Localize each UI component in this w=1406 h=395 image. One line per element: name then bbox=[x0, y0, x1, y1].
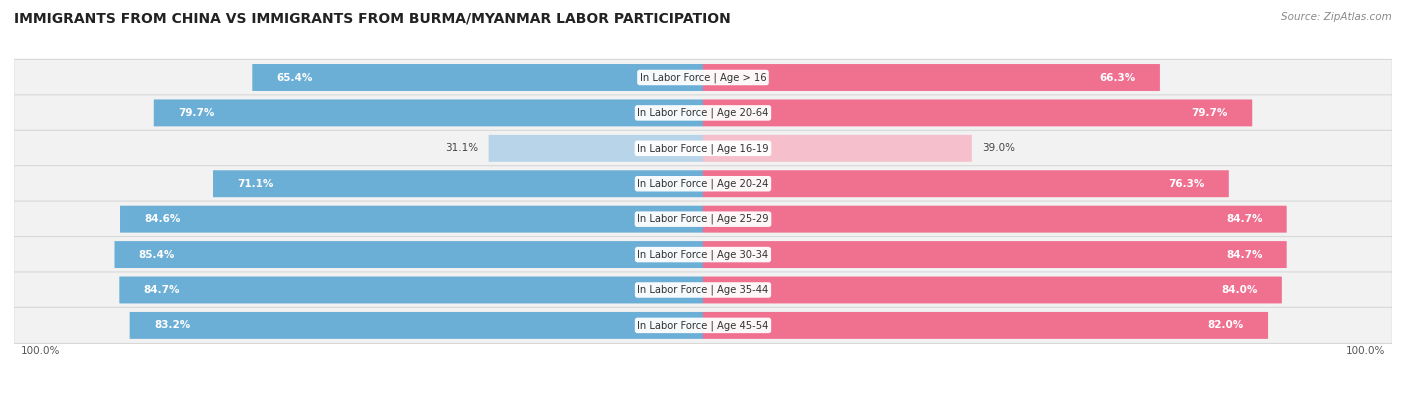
Text: 83.2%: 83.2% bbox=[153, 320, 190, 330]
FancyBboxPatch shape bbox=[214, 170, 703, 197]
FancyBboxPatch shape bbox=[120, 276, 703, 303]
Text: 84.7%: 84.7% bbox=[1226, 250, 1263, 260]
Text: In Labor Force | Age 35-44: In Labor Force | Age 35-44 bbox=[637, 285, 769, 295]
FancyBboxPatch shape bbox=[14, 130, 1392, 166]
Text: In Labor Force | Age 45-54: In Labor Force | Age 45-54 bbox=[637, 320, 769, 331]
Text: 76.3%: 76.3% bbox=[1168, 179, 1205, 189]
FancyBboxPatch shape bbox=[14, 307, 1392, 344]
FancyBboxPatch shape bbox=[14, 237, 1392, 273]
Text: In Labor Force | Age 16-19: In Labor Force | Age 16-19 bbox=[637, 143, 769, 154]
Text: 79.7%: 79.7% bbox=[1192, 108, 1227, 118]
Text: 84.6%: 84.6% bbox=[145, 214, 180, 224]
FancyBboxPatch shape bbox=[489, 135, 703, 162]
Text: 100.0%: 100.0% bbox=[21, 346, 60, 356]
FancyBboxPatch shape bbox=[114, 241, 703, 268]
Text: Source: ZipAtlas.com: Source: ZipAtlas.com bbox=[1281, 12, 1392, 22]
Text: 85.4%: 85.4% bbox=[139, 250, 176, 260]
FancyBboxPatch shape bbox=[703, 170, 1229, 197]
FancyBboxPatch shape bbox=[703, 135, 972, 162]
FancyBboxPatch shape bbox=[703, 276, 1282, 303]
Text: 39.0%: 39.0% bbox=[981, 143, 1015, 153]
FancyBboxPatch shape bbox=[703, 312, 1268, 339]
Text: 79.7%: 79.7% bbox=[179, 108, 214, 118]
Text: In Labor Force | Age 25-29: In Labor Force | Age 25-29 bbox=[637, 214, 769, 224]
Text: 84.7%: 84.7% bbox=[143, 285, 180, 295]
Text: 100.0%: 100.0% bbox=[1346, 346, 1385, 356]
FancyBboxPatch shape bbox=[14, 95, 1392, 131]
Text: In Labor Force | Age 30-34: In Labor Force | Age 30-34 bbox=[637, 249, 769, 260]
FancyBboxPatch shape bbox=[703, 64, 1160, 91]
Text: IMMIGRANTS FROM CHINA VS IMMIGRANTS FROM BURMA/MYANMAR LABOR PARTICIPATION: IMMIGRANTS FROM CHINA VS IMMIGRANTS FROM… bbox=[14, 12, 731, 26]
FancyBboxPatch shape bbox=[703, 206, 1286, 233]
Text: 84.0%: 84.0% bbox=[1222, 285, 1257, 295]
Text: 84.7%: 84.7% bbox=[1226, 214, 1263, 224]
FancyBboxPatch shape bbox=[252, 64, 703, 91]
Text: 71.1%: 71.1% bbox=[238, 179, 274, 189]
Text: In Labor Force | Age > 16: In Labor Force | Age > 16 bbox=[640, 72, 766, 83]
FancyBboxPatch shape bbox=[703, 100, 1253, 126]
Text: 31.1%: 31.1% bbox=[446, 143, 478, 153]
Text: 82.0%: 82.0% bbox=[1208, 320, 1244, 330]
FancyBboxPatch shape bbox=[120, 206, 703, 233]
FancyBboxPatch shape bbox=[703, 241, 1286, 268]
FancyBboxPatch shape bbox=[14, 201, 1392, 237]
Text: In Labor Force | Age 20-24: In Labor Force | Age 20-24 bbox=[637, 179, 769, 189]
Text: 65.4%: 65.4% bbox=[277, 73, 314, 83]
Text: 66.3%: 66.3% bbox=[1099, 73, 1136, 83]
FancyBboxPatch shape bbox=[129, 312, 703, 339]
FancyBboxPatch shape bbox=[14, 166, 1392, 202]
FancyBboxPatch shape bbox=[14, 272, 1392, 308]
Text: In Labor Force | Age 20-64: In Labor Force | Age 20-64 bbox=[637, 108, 769, 118]
FancyBboxPatch shape bbox=[14, 59, 1392, 96]
FancyBboxPatch shape bbox=[153, 100, 703, 126]
